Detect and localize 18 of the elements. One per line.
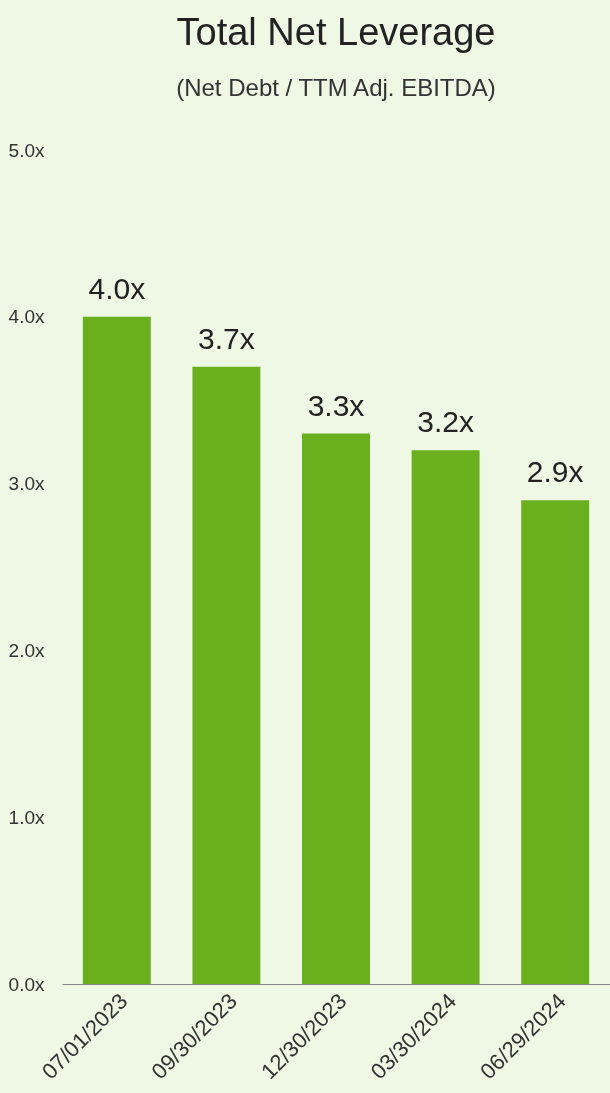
chart-subtitle: (Net Debt / TTM Adj. EBITDA) [176, 74, 496, 101]
y-tick-label: 3.0x [8, 473, 45, 495]
y-tick-label: 0.0x [8, 973, 45, 995]
data-label: 3.3x [307, 388, 365, 422]
bar [302, 433, 370, 984]
y-tick-label: 2.0x [8, 639, 45, 661]
bar [82, 316, 151, 984]
bar [521, 500, 590, 984]
bar [411, 450, 480, 984]
data-label: 3.2x [417, 405, 474, 439]
data-label: 2.9x [526, 455, 584, 489]
data-label: 3.7x [198, 321, 255, 355]
y-tick-label: 4.0x [8, 306, 45, 328]
y-tick-label: 1.0x [8, 806, 45, 828]
data-label: 4.0x [88, 271, 146, 305]
bar [192, 366, 261, 984]
y-tick-label: 5.0x [8, 139, 45, 161]
chart-title: Total Net Leverage [176, 11, 496, 53]
